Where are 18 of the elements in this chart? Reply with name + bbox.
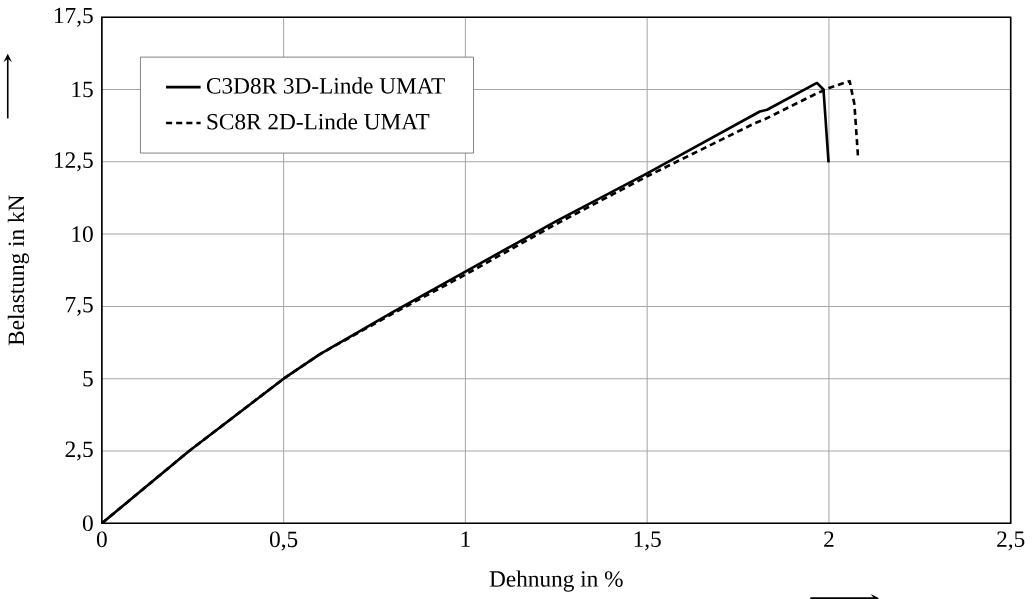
- y-tick-label: 5: [83, 370, 93, 387]
- y-tick-label: 2,5: [65, 441, 93, 461]
- y-tick-label: 17,5: [54, 7, 93, 27]
- x-tick-label: 2,5: [997, 531, 1025, 551]
- x-tick-label: 1: [461, 531, 470, 547]
- legend-label: C3D8R 3D-Linde UMAT: [206, 77, 445, 94]
- legend-label: SC8R 2D-Linde UMAT: [207, 112, 430, 130]
- y-tick-label: 12,5: [54, 152, 93, 172]
- y-tick-label: 7,5: [66, 296, 93, 316]
- y-tick-label: 10: [72, 226, 93, 242]
- x-tick-label: 0,5: [269, 531, 298, 551]
- x-tick-label: 2: [824, 531, 834, 547]
- x-tick-label: 1,5: [634, 531, 661, 551]
- x-tick-label: 0: [96, 531, 107, 547]
- y-tick-label: 15: [72, 81, 93, 98]
- y-axis-title: Belastung in kN: [7, 194, 29, 346]
- x-axis-title: Dehnung in %: [489, 570, 623, 592]
- y-tick-label: 0: [82, 515, 93, 531]
